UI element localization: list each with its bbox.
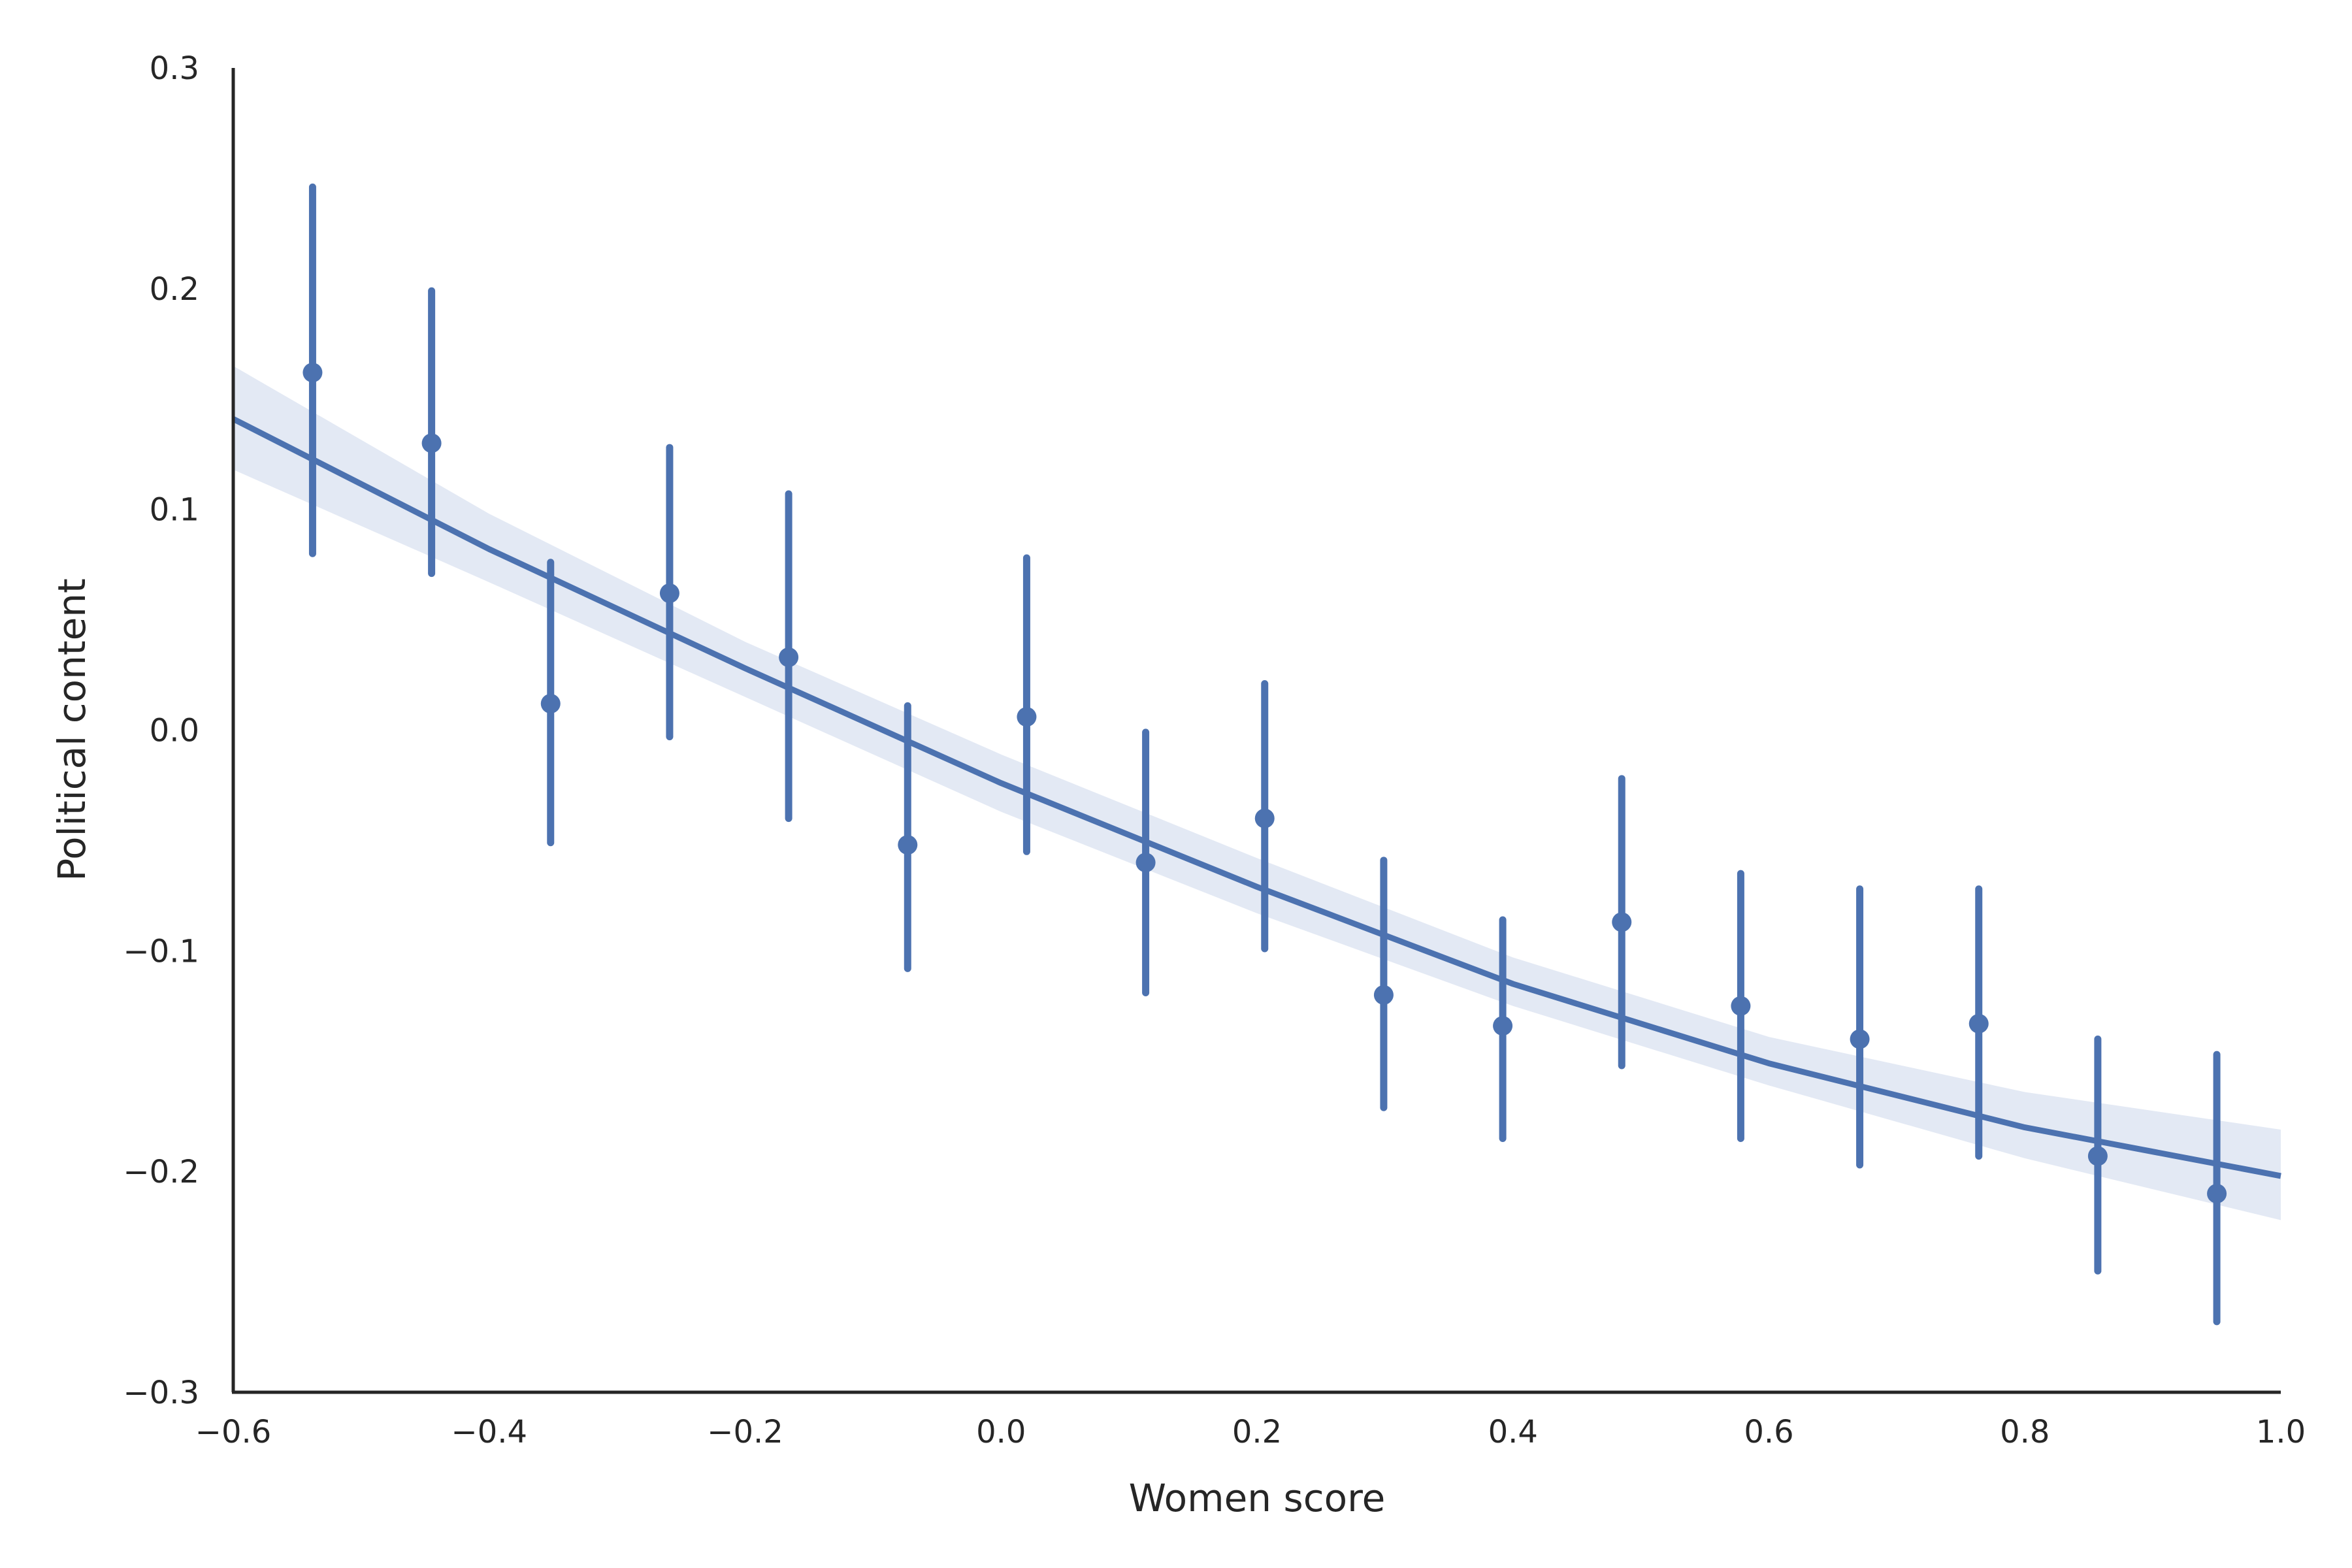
y-tick-label: 0.3	[150, 50, 199, 87]
data-point	[1373, 985, 1394, 1005]
x-tick-label: −0.4	[451, 1414, 527, 1450]
data-point	[1612, 912, 1632, 932]
x-tick-label: 1.0	[2256, 1414, 2306, 1450]
data-point	[1850, 1029, 1870, 1049]
data-point	[540, 693, 561, 713]
data-point	[779, 647, 799, 668]
confidence-band	[233, 366, 2281, 1220]
x-tick-label: 0.2	[1232, 1414, 1282, 1450]
data-point	[2087, 1146, 2108, 1166]
axes-layer	[231, 68, 2281, 1394]
point-layer	[302, 363, 2227, 1203]
confidence-band-layer	[233, 366, 2281, 1220]
x-tick-label: 0.8	[2000, 1414, 2050, 1450]
data-point	[1017, 707, 1037, 727]
data-point	[898, 835, 918, 855]
data-point	[1135, 853, 1156, 873]
x-axis-title: Women score	[1129, 1476, 1386, 1520]
data-point	[659, 583, 679, 604]
x-tick-labels: −0.6 −0.4 −0.2 0.0 0.2 0.4 0.6 0.8 1.0	[195, 1414, 2306, 1450]
fit-line	[231, 416, 2281, 1179]
y-tick-label: 0.0	[150, 713, 199, 749]
x-tick-label: 0.0	[976, 1414, 1026, 1450]
data-point	[421, 433, 442, 453]
data-point	[302, 363, 323, 383]
data-point	[1254, 808, 1275, 828]
y-axis-title: Political content	[50, 578, 94, 881]
x-tick-label: −0.2	[707, 1414, 783, 1450]
y-tick-label: −0.3	[123, 1375, 199, 1411]
y-tick-label: 0.1	[150, 492, 199, 529]
x-tick-label: 0.6	[1744, 1414, 1793, 1450]
y-tick-label: −0.2	[123, 1154, 199, 1190]
fit-line-layer	[231, 416, 2281, 1179]
y-tick-label: 0.2	[150, 271, 199, 308]
data-point	[2207, 1183, 2227, 1203]
error-bar-layer	[308, 183, 2221, 1326]
x-tick-label: 0.4	[1488, 1414, 1538, 1450]
data-point	[1731, 996, 1751, 1016]
data-point	[1493, 1016, 1513, 1036]
data-point	[1968, 1013, 1989, 1034]
y-tick-label: −0.1	[123, 933, 199, 970]
y-tick-labels: −0.3 −0.2 −0.1 0.0 0.1 0.2 0.3	[123, 50, 199, 1411]
x-tick-label: −0.6	[195, 1414, 272, 1450]
